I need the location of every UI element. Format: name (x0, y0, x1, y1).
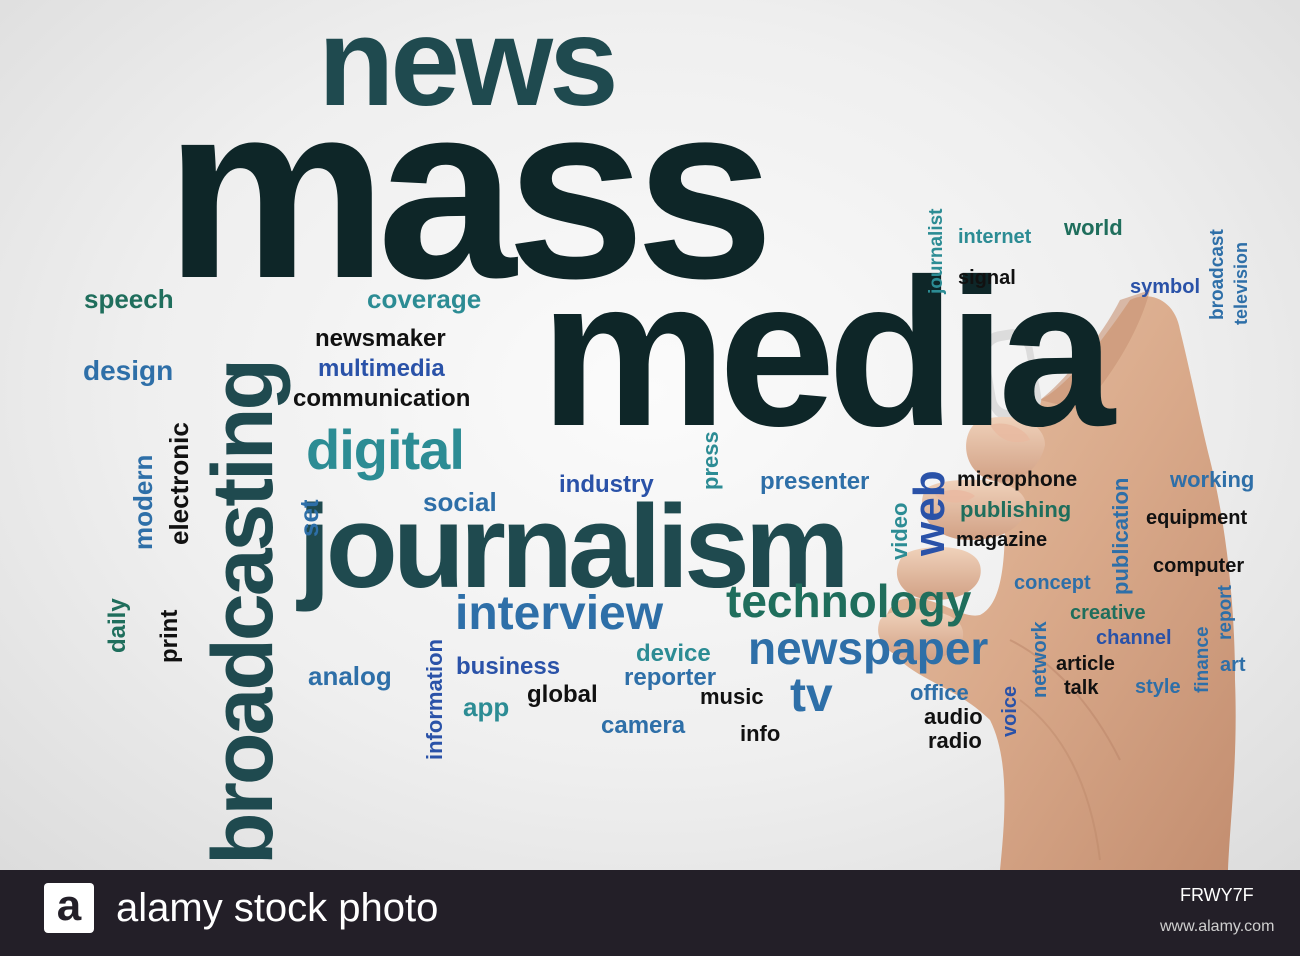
word-press: press (698, 431, 723, 490)
watermark-brand: alamy stock photo (116, 886, 439, 930)
word-channel: channel (1096, 627, 1172, 649)
word-journalist: journalist (926, 208, 947, 294)
word-working: working (1170, 467, 1255, 492)
word-social: social (423, 487, 497, 517)
word-network: network (1029, 621, 1051, 698)
word-communication: communication (293, 385, 471, 412)
word-equipment: equipment (1146, 507, 1248, 529)
word-internet: internet (958, 226, 1032, 248)
word-art: art (1220, 654, 1246, 676)
word-microphone: microphone (957, 468, 1078, 491)
word-broadcast: broadcast (1207, 229, 1228, 320)
word-multimedia: multimedia (318, 355, 445, 382)
word-article: article (1056, 653, 1115, 675)
word-office: office (910, 680, 969, 705)
word-design: design (83, 355, 174, 386)
word-talk: talk (1064, 677, 1099, 699)
word-style: style (1135, 676, 1181, 698)
word-global: global (527, 681, 598, 708)
word-publication: publication (1108, 477, 1133, 595)
word-electronic: electronic (164, 422, 194, 545)
word-information: information (422, 639, 447, 760)
word-media: media (540, 235, 1115, 470)
word-report: report (1215, 585, 1236, 640)
word-modern: modern (128, 454, 158, 550)
word-finance: finance (1192, 626, 1213, 693)
word-publishing: publishing (960, 497, 1072, 522)
word-cloud-image: news mass media broadcasting journalism … (0, 0, 1300, 870)
watermark-footer (0, 870, 1300, 956)
word-signal: signal (958, 267, 1016, 289)
word-music: music (700, 684, 764, 709)
word-television: television (1231, 241, 1251, 325)
hand-with-marker-illustration (878, 290, 1236, 870)
word-daily: daily (104, 598, 131, 653)
word-computer: computer (1153, 555, 1245, 577)
word-presenter: presenter (760, 468, 870, 495)
word-camera: camera (601, 712, 686, 739)
word-analog: analog (308, 661, 392, 691)
word-info: info (740, 721, 781, 746)
word-news: news (318, 0, 619, 132)
word-print: print (156, 609, 183, 663)
word-audio: audio (924, 704, 983, 729)
word-coverage: coverage (367, 284, 482, 314)
word-reporter: reporter (624, 664, 717, 691)
word-symbol: symbol (1130, 276, 1201, 298)
word-interview: interview (455, 587, 664, 640)
word-mass: mass (165, 51, 774, 330)
word-device: device (636, 640, 711, 667)
word-world: world (1064, 215, 1123, 240)
word-voice: voice (999, 685, 1021, 737)
word-technology: technology (726, 575, 972, 627)
word-broadcasting: broadcasting (195, 361, 291, 865)
word-industry: industry (559, 471, 654, 498)
word-app: app (463, 692, 510, 722)
watermark-site: www.alamy.com (1160, 918, 1275, 935)
word-journalism: journalism (298, 481, 850, 613)
alamy-logo-icon: a (44, 883, 94, 933)
word-radio: radio (928, 728, 982, 753)
image-id: FRWY7F (1180, 885, 1254, 905)
word-digital: digital (306, 418, 465, 481)
word-newspaper: newspaper (748, 622, 989, 674)
word-business: business (456, 653, 561, 680)
word-speech: speech (84, 284, 174, 314)
word-concept: concept (1014, 572, 1091, 594)
word-set: set (294, 499, 324, 537)
word-newsmaker: newsmaker (315, 325, 446, 352)
word-video: video (887, 502, 912, 560)
word-magazine: magazine (956, 529, 1048, 551)
word-web: web (905, 470, 954, 556)
word-creative: creative (1070, 602, 1146, 624)
word-tv: tv (790, 669, 833, 722)
